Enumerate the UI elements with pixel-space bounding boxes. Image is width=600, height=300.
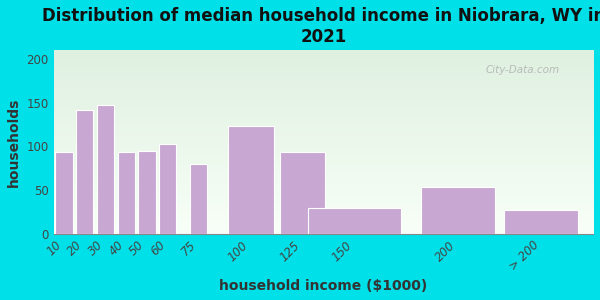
Bar [421, 187, 496, 234]
Y-axis label: households: households [7, 97, 21, 187]
Bar [190, 164, 208, 234]
Text: City-Data.com: City-Data.com [485, 65, 559, 75]
Bar [139, 151, 155, 234]
Bar [308, 208, 401, 234]
Bar [118, 152, 135, 234]
Title: Distribution of median household income in Niobrara, WY in
2021: Distribution of median household income … [42, 7, 600, 46]
Bar [228, 126, 274, 234]
Bar [159, 144, 176, 234]
Bar [76, 110, 94, 234]
X-axis label: household income ($1000): household income ($1000) [219, 279, 427, 293]
Bar [280, 152, 325, 234]
Bar [97, 105, 114, 234]
Bar [55, 152, 73, 234]
Bar [504, 210, 578, 234]
